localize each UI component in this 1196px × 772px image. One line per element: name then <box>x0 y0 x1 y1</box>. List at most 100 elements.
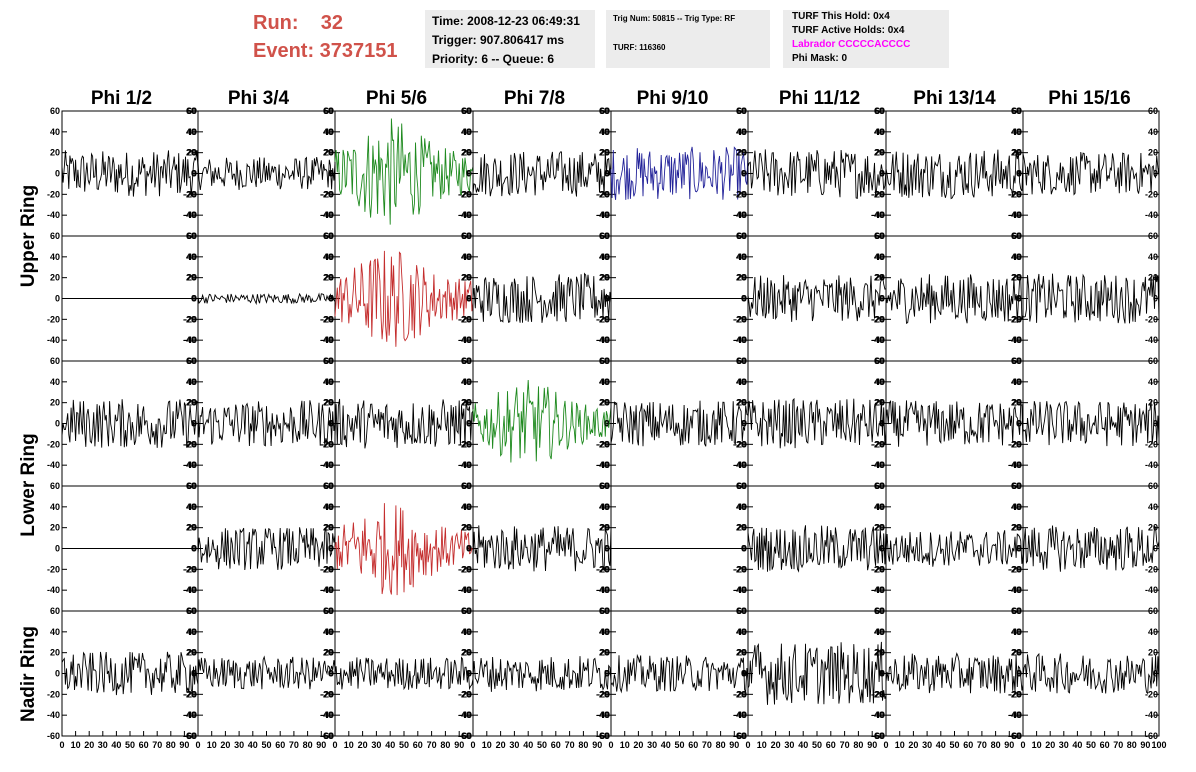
x-tick-label: 50 <box>537 740 547 750</box>
x-tick-label: 70 <box>565 740 575 750</box>
turf-this-hold-text: TURF This Hold: 0x4 <box>792 11 890 22</box>
waveform-trace <box>1022 652 1160 695</box>
y-tick-label-right: 40 <box>737 252 747 262</box>
waveform-trace <box>472 151 612 197</box>
y-tick-label-right: 20 <box>462 273 472 283</box>
x-tick-label: 70 <box>1113 740 1123 750</box>
x-tick-label: 20 <box>496 740 506 750</box>
x-tick-label: 90 <box>1004 740 1014 750</box>
y-tick-label: 60 <box>599 106 609 116</box>
y-tick-label-right: 60 <box>1148 106 1158 116</box>
x-tick-label: 30 <box>647 740 657 750</box>
y-tick-label: -40 <box>596 460 609 470</box>
y-tick-label-right: -40 <box>1145 460 1158 470</box>
y-tick-label-right: 60 <box>600 356 610 366</box>
y-tick-label: 20 <box>461 398 471 408</box>
y-tick-label-right: -20 <box>1145 689 1158 699</box>
y-tick-label-right: 60 <box>875 481 885 491</box>
y-tick-label: -40 <box>733 585 746 595</box>
x-tick-label: 0 <box>883 740 888 750</box>
x-tick-label: 10 <box>1032 740 1042 750</box>
y-tick-label-right: 20 <box>1012 523 1022 533</box>
x-tick-label: 70 <box>977 740 987 750</box>
y-tick-label-right: 20 <box>462 148 472 158</box>
y-tick-label: 60 <box>1011 356 1021 366</box>
y-tick-label-right: 20 <box>1012 148 1022 158</box>
y-tick-label: 40 <box>736 252 746 262</box>
y-tick-label-right: -40 <box>734 710 747 720</box>
y-tick-label-right: 40 <box>737 127 747 137</box>
y-tick-label-right: 60 <box>1012 606 1022 616</box>
y-tick-label-right: 40 <box>737 627 747 637</box>
y-tick-label: -20 <box>733 314 746 324</box>
y-tick-label-right: 0 <box>742 669 747 679</box>
y-tick-label-right: 0 <box>467 419 472 429</box>
y-tick-label: 20 <box>599 398 609 408</box>
y-tick-label: 20 <box>874 148 884 158</box>
time-text: Time: 2008-12-23 06:49:31 <box>432 14 580 28</box>
y-tick-label-right: -20 <box>597 189 610 199</box>
y-tick-label-right: -20 <box>184 439 197 449</box>
y-tick-label: -20 <box>596 689 609 699</box>
y-tick-label: 40 <box>1011 127 1021 137</box>
y-tick-label-right: 20 <box>737 523 747 533</box>
x-tick-label: 70 <box>427 740 437 750</box>
y-tick-label: -20 <box>47 189 60 199</box>
y-tick-label-right: 0 <box>329 419 334 429</box>
y-tick-label: 20 <box>461 523 471 533</box>
x-tick-label: 90 <box>1140 740 1150 750</box>
y-tick-label-right: 40 <box>324 127 334 137</box>
y-tick-label: 20 <box>323 648 333 658</box>
x-tick-label: 10 <box>344 740 354 750</box>
y-tick-label: 60 <box>599 606 609 616</box>
y-tick-label-right: 60 <box>324 606 334 616</box>
y-tick-label-right: 40 <box>187 377 197 387</box>
y-tick-label-right: -40 <box>734 335 747 345</box>
y-tick-label: -60 <box>47 731 60 741</box>
panel-frame <box>61 110 199 237</box>
x-tick-label: 40 <box>523 740 533 750</box>
y-tick-label-right: 60 <box>462 231 472 241</box>
x-tick-label: 80 <box>303 740 313 750</box>
y-tick-label-right: -40 <box>872 710 885 720</box>
x-tick-label: 20 <box>771 740 781 750</box>
y-tick-label-right: -60 <box>184 731 197 741</box>
y-tick-label-right: -20 <box>597 439 610 449</box>
y-tick-label: 20 <box>874 273 884 283</box>
y-tick-label: 0 <box>604 419 609 429</box>
y-tick-label: 0 <box>879 169 884 179</box>
y-tick-label: 0 <box>55 669 60 679</box>
y-tick-label: -40 <box>871 460 884 470</box>
y-tick-label: -40 <box>458 710 471 720</box>
column-header-phi-1-2: Phi 1/2 <box>90 88 153 109</box>
x-tick-label: 70 <box>289 740 299 750</box>
y-tick-label: -20 <box>871 314 884 324</box>
column-header-phi-11-12: Phi 11/12 <box>778 88 861 109</box>
x-tick-label: 60 <box>826 740 836 750</box>
x-tick-label: 80 <box>991 740 1001 750</box>
y-tick-label-right: 60 <box>737 606 747 616</box>
y-tick-label-right: -20 <box>184 314 197 324</box>
y-tick-label-right: 0 <box>1017 544 1022 554</box>
y-tick-label: -60 <box>1008 731 1021 741</box>
y-tick-label-right: -40 <box>1145 585 1158 595</box>
y-tick-label-right: 0 <box>880 669 885 679</box>
x-tick-label: 60 <box>963 740 973 750</box>
y-tick-label-right: 20 <box>324 398 334 408</box>
time-info-box: Time: 2008-12-23 06:49:31 Trigger: 907.8… <box>425 10 595 68</box>
y-tick-label: -20 <box>871 564 884 574</box>
y-tick-label: 0 <box>879 669 884 679</box>
y-tick-label-right: 20 <box>462 523 472 533</box>
y-tick-label: 40 <box>50 127 60 137</box>
x-tick-label: 10 <box>482 740 492 750</box>
y-tick-label: 20 <box>1011 148 1021 158</box>
y-tick-label: 20 <box>599 523 609 533</box>
y-tick-label: 0 <box>741 669 746 679</box>
y-tick-label: 40 <box>874 627 884 637</box>
y-tick-label: -20 <box>596 314 609 324</box>
y-tick-label: 60 <box>186 481 196 491</box>
x-tick-label: 90 <box>867 740 877 750</box>
y-tick-label-right: 40 <box>1148 252 1158 262</box>
y-tick-label-right: -20 <box>459 689 472 699</box>
y-tick-label-right: -40 <box>872 585 885 595</box>
